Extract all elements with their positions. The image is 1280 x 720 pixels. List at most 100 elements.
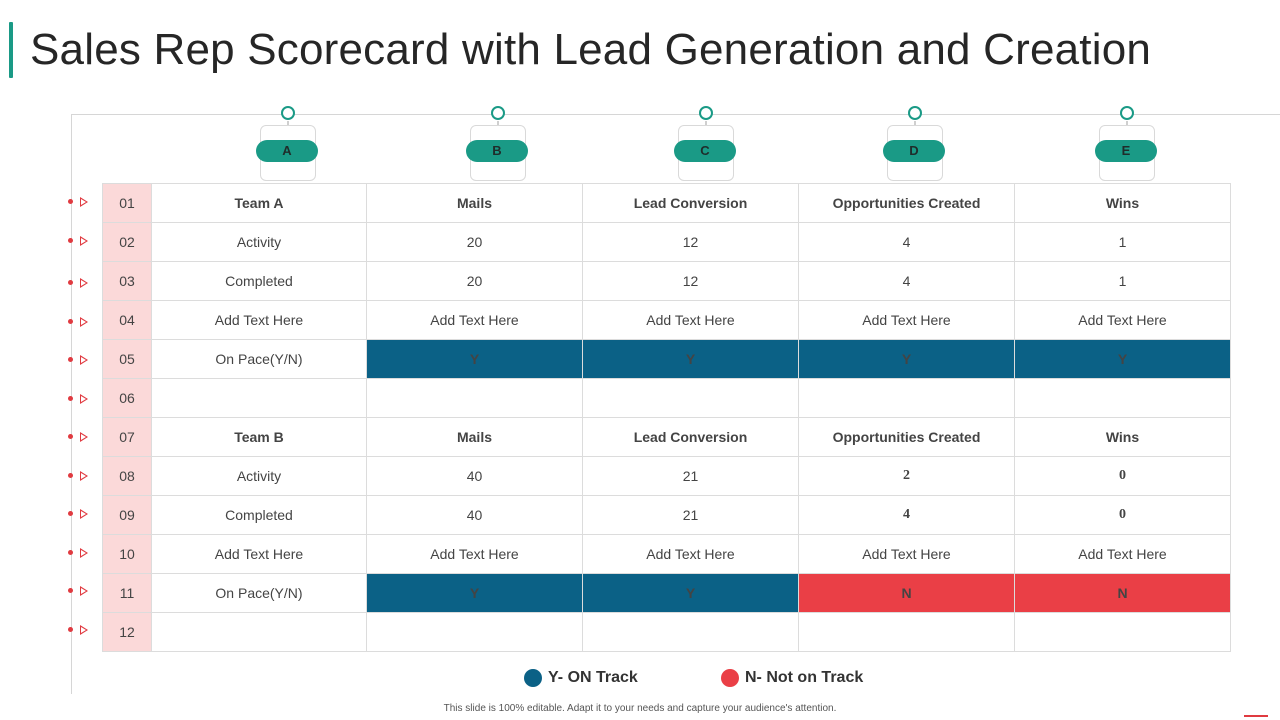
row-number: 09 <box>102 495 152 535</box>
table-row: 05 On Pace(Y/N) Y Y Y Y <box>102 339 1231 379</box>
table-cell: 4 <box>798 495 1015 535</box>
empty-cell <box>798 612 1015 652</box>
row-marker-icon <box>67 392 93 406</box>
scorecard-table: 01 Team A Mails Lead Conversion Opportun… <box>102 183 1231 652</box>
team-b-name: Team B <box>151 417 367 457</box>
table-cell: 21 <box>582 456 799 496</box>
table-cell: 0 <box>1014 495 1231 535</box>
tag-ring-icon <box>908 106 922 120</box>
row-marker-icon <box>67 195 93 209</box>
row-number: 01 <box>102 183 152 223</box>
frame-horizontal-line <box>71 114 1280 115</box>
placeholder-text: Add Text Here <box>1014 300 1231 340</box>
row-number: 05 <box>102 339 152 379</box>
column-tag-label: E <box>1095 140 1157 162</box>
row-label: Activity <box>151 456 367 496</box>
corner-mark <box>1244 715 1268 717</box>
row-marker-icon <box>67 469 93 483</box>
title-accent-bar <box>9 22 13 78</box>
table-cell: 1 <box>1014 261 1231 301</box>
row-number: 06 <box>102 378 152 418</box>
status-cell-on-track: Y <box>582 339 799 379</box>
row-label: Completed <box>151 261 367 301</box>
table-cell: 2 <box>798 456 1015 496</box>
column-header-lead-conversion: Lead Conversion <box>582 417 799 457</box>
row-label: On Pace(Y/N) <box>151 573 367 613</box>
row-number: 10 <box>102 534 152 574</box>
placeholder-text: Add Text Here <box>151 534 367 574</box>
empty-cell <box>151 612 367 652</box>
row-marker-icon <box>67 315 93 329</box>
legend-label: Y- ON Track <box>548 669 638 686</box>
row-marker-icon <box>67 234 93 248</box>
column-tag-b: B <box>466 106 530 182</box>
table-cell: 40 <box>366 456 583 496</box>
legend-on-track: Y- ON Track <box>524 668 638 688</box>
table-cell: 40 <box>366 495 583 535</box>
placeholder-text: Add Text Here <box>151 300 367 340</box>
tag-ring-icon <box>491 106 505 120</box>
table-cell: 20 <box>366 222 583 262</box>
footer-note: This slide is 100% editable. Adapt it to… <box>443 703 837 714</box>
status-cell-on-track: Y <box>798 339 1015 379</box>
row-marker-icon <box>67 584 93 598</box>
table-row: 01 Team A Mails Lead Conversion Opportun… <box>102 183 1231 223</box>
row-label: Completed <box>151 495 367 535</box>
table-row: 06 <box>102 378 1231 418</box>
column-header-wins: Wins <box>1014 417 1231 457</box>
placeholder-text: Add Text Here <box>798 534 1015 574</box>
empty-cell <box>1014 612 1231 652</box>
table-cell: 21 <box>582 495 799 535</box>
row-marker-icon <box>67 546 93 560</box>
table-cell: 4 <box>798 222 1015 262</box>
empty-cell <box>366 612 583 652</box>
status-cell-on-track: Y <box>1014 339 1231 379</box>
empty-cell <box>151 378 367 418</box>
row-marker-icon <box>67 276 93 290</box>
row-label: On Pace(Y/N) <box>151 339 367 379</box>
status-cell-on-track: Y <box>582 573 799 613</box>
legend-not-on-track: N- Not on Track <box>721 668 863 688</box>
row-marker-icon <box>67 430 93 444</box>
row-number: 12 <box>102 612 152 652</box>
row-number: 02 <box>102 222 152 262</box>
placeholder-text: Add Text Here <box>366 300 583 340</box>
column-tag-a: A <box>256 106 320 182</box>
row-number: 08 <box>102 456 152 496</box>
tag-ring-icon <box>1120 106 1134 120</box>
placeholder-text: Add Text Here <box>582 534 799 574</box>
status-cell-not-on-track: N <box>798 573 1015 613</box>
row-number: 11 <box>102 573 152 613</box>
column-tag-label: D <box>883 140 945 162</box>
table-cell: 12 <box>582 222 799 262</box>
column-tag-e: E <box>1095 106 1159 182</box>
frame-vertical-line <box>71 114 72 694</box>
table-row: 11 On Pace(Y/N) Y Y N N <box>102 573 1231 613</box>
empty-cell <box>582 378 799 418</box>
column-tag-label: C <box>674 140 736 162</box>
placeholder-text: Add Text Here <box>582 300 799 340</box>
column-header-mails: Mails <box>366 183 583 223</box>
table-cell: 20 <box>366 261 583 301</box>
tag-ring-icon <box>699 106 713 120</box>
table-row: 03 Completed 20 12 4 1 <box>102 261 1231 301</box>
legend-dot-icon <box>524 669 542 687</box>
placeholder-text: Add Text Here <box>798 300 1015 340</box>
tag-ring-icon <box>281 106 295 120</box>
status-cell-on-track: Y <box>366 339 583 379</box>
table-cell: 1 <box>1014 222 1231 262</box>
column-header-wins: Wins <box>1014 183 1231 223</box>
empty-cell <box>1014 378 1231 418</box>
status-cell-not-on-track: N <box>1014 573 1231 613</box>
column-header-lead-conversion: Lead Conversion <box>582 183 799 223</box>
row-number: 07 <box>102 417 152 457</box>
team-a-name: Team A <box>151 183 367 223</box>
column-tag-label: B <box>466 140 528 162</box>
table-cell: 12 <box>582 261 799 301</box>
row-number: 04 <box>102 300 152 340</box>
placeholder-text: Add Text Here <box>1014 534 1231 574</box>
column-tag-c: C <box>674 106 738 182</box>
legend-dot-icon <box>721 669 739 687</box>
placeholder-text: Add Text Here <box>366 534 583 574</box>
table-cell: 0 <box>1014 456 1231 496</box>
